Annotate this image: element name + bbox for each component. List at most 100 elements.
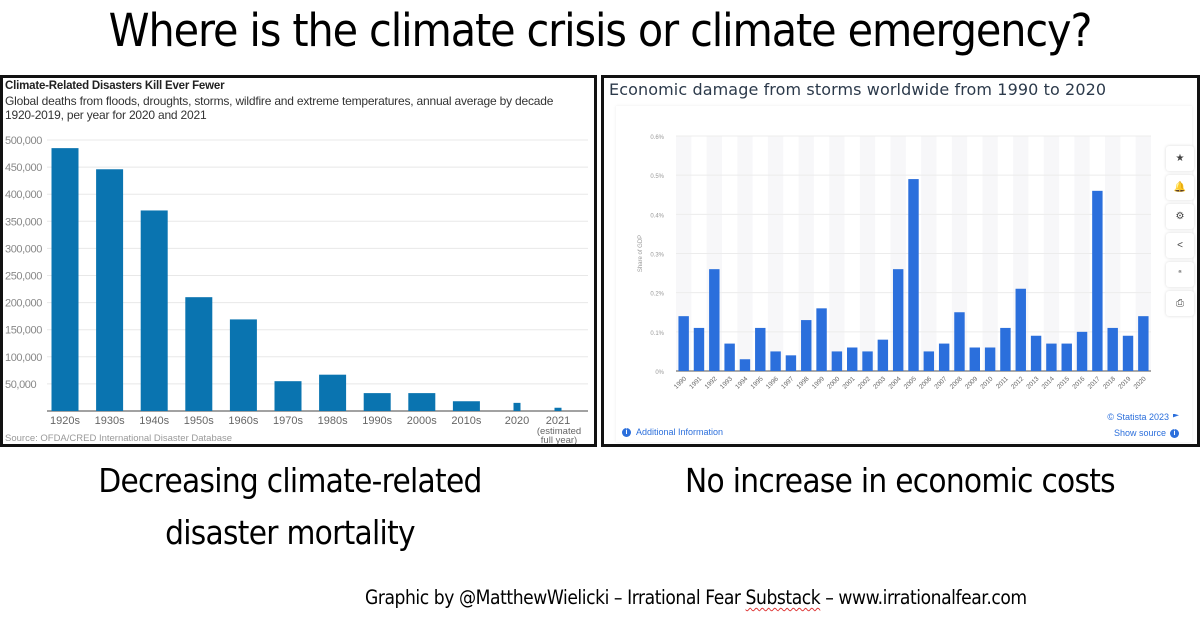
gear-button[interactable]: ⚙ bbox=[1166, 204, 1194, 229]
y-tick-label: 50,000 bbox=[5, 379, 37, 391]
credit-substack: Substack bbox=[745, 586, 821, 609]
x-tick-label: 2005 bbox=[903, 375, 918, 390]
credit-suffix: – www.irrationalfear.com bbox=[820, 586, 1027, 609]
bar-1990s bbox=[363, 393, 391, 411]
x-tick-label: 1993 bbox=[719, 375, 734, 390]
bar-1999 bbox=[816, 308, 827, 371]
bar-2001 bbox=[847, 347, 858, 371]
bar-1980s bbox=[319, 374, 347, 411]
show-source-link[interactable]: Show source i bbox=[1114, 428, 1179, 438]
bar-2015 bbox=[1061, 343, 1072, 371]
y-tick-label: 450,000 bbox=[5, 162, 42, 174]
x-tick-note: (estimated bbox=[537, 426, 581, 437]
bar-1996 bbox=[770, 351, 781, 371]
bell-icon: 🔔 bbox=[1173, 182, 1187, 193]
x-tick-label: 1990s bbox=[362, 415, 392, 427]
x-tick-label: 1990 bbox=[673, 375, 688, 390]
chart-title: Climate-Related Disasters Kill Ever Fewe… bbox=[5, 80, 225, 92]
bar-2010 bbox=[984, 347, 996, 371]
y-tick-label: 150,000 bbox=[5, 325, 42, 337]
quote-icon: “ bbox=[1178, 269, 1182, 280]
additional-information-label: Additional Information bbox=[636, 427, 724, 437]
x-tick-label: 2000 bbox=[826, 375, 841, 390]
x-tick-label: 1991 bbox=[688, 375, 703, 390]
bell-button[interactable]: 🔔 bbox=[1166, 175, 1194, 200]
show-source-label: Show source bbox=[1113, 428, 1166, 438]
y-tick-label: 0.5% bbox=[650, 174, 664, 180]
bar-1990 bbox=[678, 316, 689, 371]
bar-1992 bbox=[709, 269, 720, 371]
bar-2016 bbox=[1076, 331, 1088, 371]
bar-2019 bbox=[1122, 335, 1134, 371]
bar-2018 bbox=[1107, 327, 1118, 371]
bar-2011 bbox=[1000, 327, 1011, 371]
x-tick-label: 2013 bbox=[1025, 375, 1040, 390]
x-tick-label: 2012 bbox=[1010, 375, 1025, 390]
x-tick-label: 2009 bbox=[964, 375, 979, 390]
x-tick-label: 2020 bbox=[1133, 375, 1148, 390]
y-tick-label: 300,000 bbox=[5, 243, 42, 255]
chart-card: 0% 0.1% 0.2% 0.3% 0.4% 0.5% 0.6% Share of GDP 19… bbox=[616, 106, 1194, 442]
x-tick-label: 2002 bbox=[857, 375, 872, 390]
x-tick-note: full year) bbox=[541, 435, 577, 444]
share-button[interactable]: < bbox=[1166, 233, 1194, 258]
bar-2005 bbox=[908, 179, 919, 371]
quote-button[interactable]: “ bbox=[1166, 262, 1194, 287]
x-tick-label: 1998 bbox=[795, 375, 810, 390]
bar-2017 bbox=[1092, 190, 1103, 371]
gear-icon: ⚙ bbox=[1175, 211, 1185, 222]
chart-title: Economic damage from storms worldwide fr… bbox=[609, 80, 1107, 99]
mortality-chart-panel: Climate-Related Disasters Kill Ever Fewe… bbox=[0, 75, 597, 447]
x-tick-label: 1999 bbox=[811, 375, 826, 390]
y-tick-label: 0.4% bbox=[650, 213, 664, 219]
y-tick-label: 350,000 bbox=[5, 216, 42, 228]
mortality-bar-chart: 50,000 100,000 150,000 200,000 250,000 300,00… bbox=[5, 135, 588, 444]
additional-information-link[interactable]: i Additional Information bbox=[622, 427, 723, 437]
bar-1994 bbox=[739, 359, 751, 371]
credit-prefix: Graphic by @MatthewWielicki – Irrational… bbox=[365, 586, 746, 609]
bar-1950s bbox=[185, 297, 213, 411]
info-icon: i bbox=[1170, 428, 1179, 438]
statista-copyright: © Statista 2023 bbox=[1107, 412, 1179, 422]
x-tick-label: 2010 bbox=[979, 375, 994, 390]
x-tick-label: 2011 bbox=[995, 375, 1010, 390]
flag-icon[interactable] bbox=[1173, 413, 1179, 418]
print-button[interactable]: ⎙ bbox=[1166, 291, 1194, 316]
x-tick-label: 1970s bbox=[273, 415, 303, 427]
y-tick-label: 0.6% bbox=[650, 135, 664, 141]
bar-2004 bbox=[892, 269, 904, 371]
chart-source: Source: OFDA/CRED International Disaster… bbox=[5, 433, 233, 444]
y-tick-label: 100,000 bbox=[5, 352, 42, 364]
y-tick-label: 200,000 bbox=[5, 298, 42, 310]
chart-subtitle: Global deaths from floods, droughts, sto… bbox=[5, 94, 554, 122]
x-tick-label: 2015 bbox=[1056, 375, 1071, 390]
bar-2020 bbox=[513, 402, 521, 411]
x-tick-label: 1994 bbox=[734, 375, 749, 390]
x-tick-label: 2003 bbox=[872, 375, 887, 390]
x-tick-label: 2018 bbox=[1102, 375, 1117, 390]
x-tick-label: 2007 bbox=[933, 375, 948, 390]
bar-2012 bbox=[1015, 288, 1026, 371]
bar-2020 bbox=[1138, 316, 1149, 371]
star-button[interactable]: ★ bbox=[1166, 146, 1194, 171]
bar-2014 bbox=[1046, 343, 1057, 371]
x-tick-label: 2020 bbox=[505, 415, 529, 427]
y-tick-label: 500,000 bbox=[5, 135, 42, 147]
bar-1940s bbox=[140, 210, 168, 411]
x-tick-label: 2000s bbox=[407, 415, 437, 427]
bar-1997 bbox=[785, 355, 797, 371]
caption-left-line-2: disaster mortality bbox=[165, 513, 415, 552]
caption-right: No increase in economic costs bbox=[685, 461, 1116, 500]
y-tick-label: 0.2% bbox=[650, 292, 664, 298]
bar-2013 bbox=[1030, 335, 1042, 371]
x-tick-label: 2019 bbox=[1117, 375, 1132, 390]
bar-1993 bbox=[724, 343, 735, 371]
bar-1998 bbox=[801, 320, 812, 371]
caption-left: Decreasing climate-related disaster mort… bbox=[56, 455, 524, 559]
credit-line: Graphic by @MatthewWielicki – Irrational… bbox=[365, 586, 1027, 609]
x-tick-label: 2021 bbox=[546, 415, 570, 427]
y-tick-label: 0.1% bbox=[650, 331, 664, 337]
bar-2010s bbox=[452, 401, 480, 411]
y-tick-label: 0% bbox=[655, 370, 664, 376]
storm-damage-chart-panel: Economic damage from storms worldwide fr… bbox=[601, 75, 1200, 447]
